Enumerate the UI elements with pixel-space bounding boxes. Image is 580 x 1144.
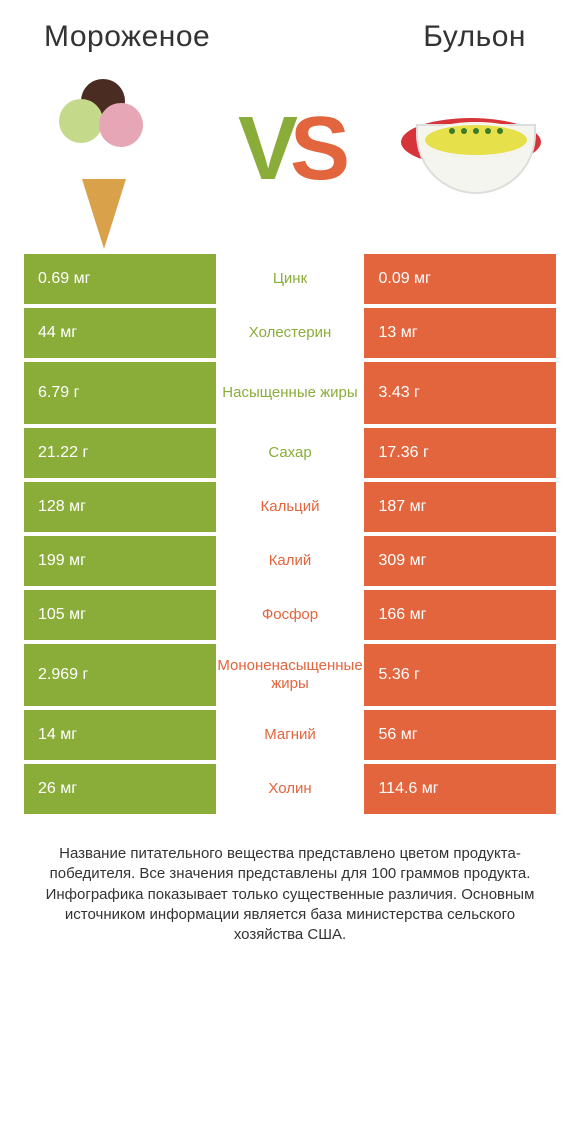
table-row: 21.22 гСахар17.36 г: [24, 428, 556, 478]
cell-left: 44 мг: [24, 308, 216, 358]
cell-right: 13 мг: [364, 308, 556, 358]
image-row: VS: [24, 64, 556, 234]
cell-mid: Фосфор: [216, 590, 365, 640]
cell-left: 199 мг: [24, 536, 216, 586]
cell-right: 166 мг: [364, 590, 556, 640]
comparison-table: 0.69 мгЦинк0.09 мг44 мгХолестерин13 мг6.…: [24, 254, 556, 814]
title-right: Бульон: [423, 20, 556, 54]
cell-left: 6.79 г: [24, 362, 216, 424]
cell-mid: Кальций: [216, 482, 365, 532]
cell-left: 128 мг: [24, 482, 216, 532]
vs-v: V: [238, 99, 290, 199]
cell-left: 2.969 г: [24, 644, 216, 706]
cell-left: 0.69 мг: [24, 254, 216, 304]
cell-right: 114.6 мг: [364, 764, 556, 814]
icecream-illustration: [24, 69, 184, 229]
cell-left: 105 мг: [24, 590, 216, 640]
cell-mid: Сахар: [216, 428, 365, 478]
cell-mid: Магний: [216, 710, 365, 760]
title-left: Мороженое: [24, 20, 210, 54]
table-row: 0.69 мгЦинк0.09 мг: [24, 254, 556, 304]
table-row: 199 мгКалий309 мг: [24, 536, 556, 586]
cell-mid: Мононенасыщенные жиры: [216, 644, 365, 706]
header: Мороженое Бульон: [24, 20, 556, 54]
cell-left: 26 мг: [24, 764, 216, 814]
table-row: 105 мгФосфор166 мг: [24, 590, 556, 640]
table-row: 44 мгХолестерин13 мг: [24, 308, 556, 358]
table-row: 26 мгХолин114.6 мг: [24, 764, 556, 814]
table-row: 14 мгМагний56 мг: [24, 710, 556, 760]
cell-mid: Холин: [216, 764, 365, 814]
cell-left: 21.22 г: [24, 428, 216, 478]
broth-illustration: [396, 69, 556, 229]
cell-mid: Калий: [216, 536, 365, 586]
vs-label: VS: [238, 98, 342, 201]
cell-right: 0.09 мг: [364, 254, 556, 304]
vs-s: S: [290, 99, 342, 199]
cell-right: 5.36 г: [364, 644, 556, 706]
cell-right: 17.36 г: [364, 428, 556, 478]
table-row: 128 мгКальций187 мг: [24, 482, 556, 532]
footnote: Название питательного вещества представл…: [24, 844, 556, 945]
cell-right: 56 мг: [364, 710, 556, 760]
table-row: 6.79 гНасыщенные жиры3.43 г: [24, 362, 556, 424]
cell-mid: Насыщенные жиры: [216, 362, 365, 424]
cell-right: 309 мг: [364, 536, 556, 586]
cell-left: 14 мг: [24, 710, 216, 760]
cell-mid: Холестерин: [216, 308, 365, 358]
cell-mid: Цинк: [216, 254, 365, 304]
cell-right: 3.43 г: [364, 362, 556, 424]
cell-right: 187 мг: [364, 482, 556, 532]
table-row: 2.969 гМононенасыщенные жиры5.36 г: [24, 644, 556, 706]
